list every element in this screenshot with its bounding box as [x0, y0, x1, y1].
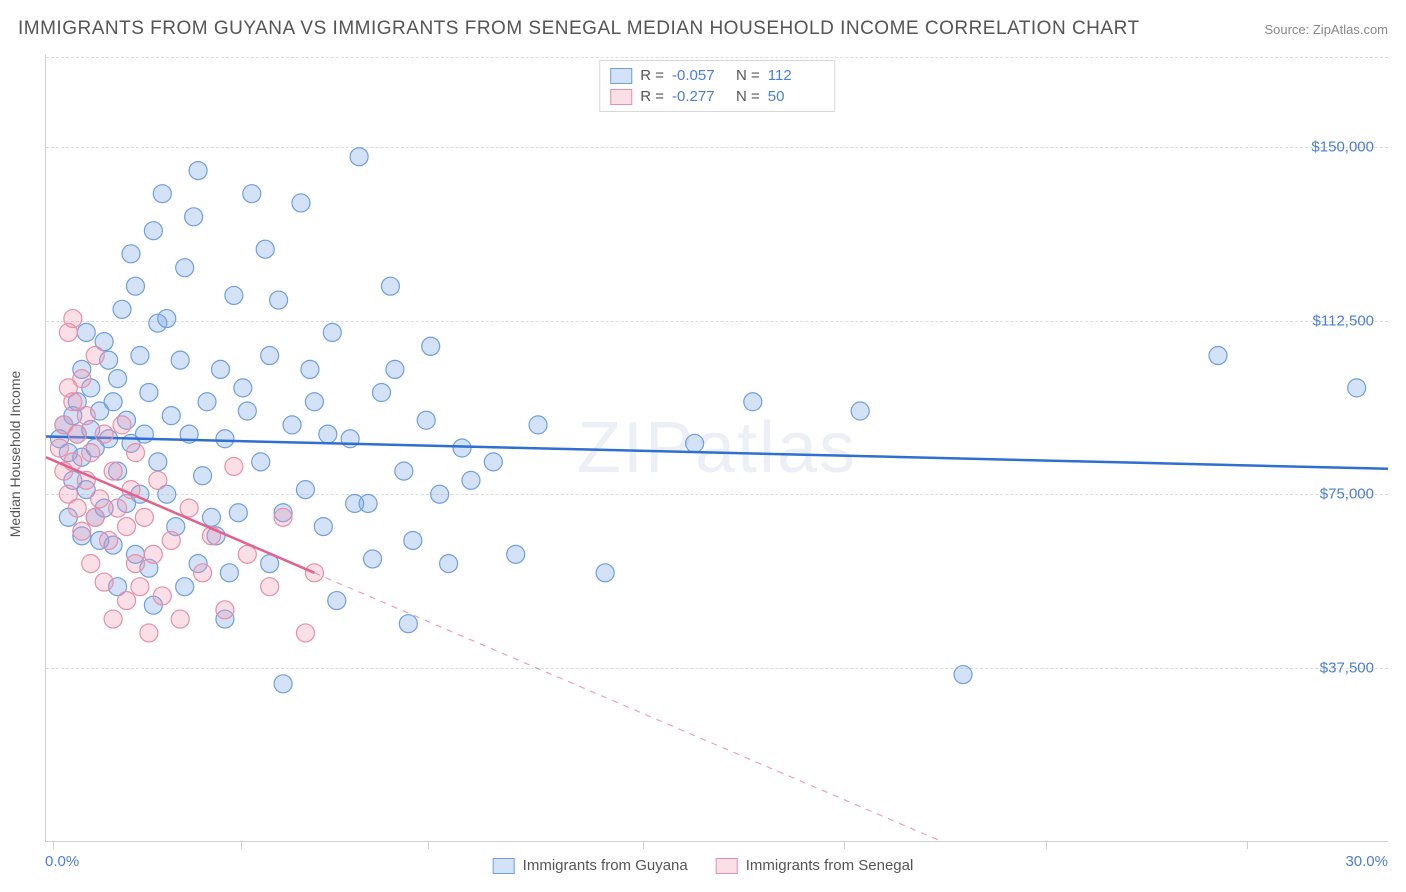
legend-item-guyana: Immigrants from Guyana: [493, 857, 688, 874]
n-label: N =: [736, 67, 760, 84]
x-tick: [241, 841, 242, 849]
source-attribution: Source: ZipAtlas.com: [1264, 22, 1388, 37]
x-tick: [53, 841, 54, 849]
x-tick: [428, 841, 429, 849]
legend-swatch-senegal: [610, 89, 632, 105]
scatter-plot-svg: [46, 55, 1388, 841]
x-tick: [1046, 841, 1047, 849]
x-tick: [1247, 841, 1248, 849]
x-axis-min-label: 0.0%: [45, 853, 79, 870]
r-label: R =: [640, 67, 664, 84]
r-value-guyana: -0.057: [672, 67, 728, 84]
chart-plot-area: ZIPatlas R = -0.057 N = 112 R = -0.277 N…: [45, 55, 1388, 842]
legend-label-guyana: Immigrants from Guyana: [523, 857, 688, 874]
r-label: R =: [640, 88, 664, 105]
x-tick: [643, 841, 644, 849]
legend-item-senegal: Immigrants from Senegal: [716, 857, 914, 874]
legend-swatch-guyana: [610, 68, 632, 84]
n-value-senegal: 50: [768, 88, 824, 105]
legend-stats-row: R = -0.277 N = 50: [610, 86, 824, 107]
legend-stats-row: R = -0.057 N = 112: [610, 65, 824, 86]
r-value-senegal: -0.277: [672, 88, 728, 105]
n-value-guyana: 112: [768, 67, 824, 84]
legend-stats-box: R = -0.057 N = 112 R = -0.277 N = 50: [599, 60, 835, 112]
legend-label-senegal: Immigrants from Senegal: [746, 857, 914, 874]
chart-title: IMMIGRANTS FROM GUYANA VS IMMIGRANTS FRO…: [18, 18, 1140, 40]
legend-swatch-senegal: [716, 858, 738, 874]
legend-swatch-guyana: [493, 858, 515, 874]
n-label: N =: [736, 88, 760, 105]
x-axis-max-label: 30.0%: [1345, 853, 1388, 870]
legend-series-box: Immigrants from Guyana Immigrants from S…: [493, 857, 914, 874]
y-axis-label: Median Household Income: [7, 371, 23, 538]
x-tick: [844, 841, 845, 849]
